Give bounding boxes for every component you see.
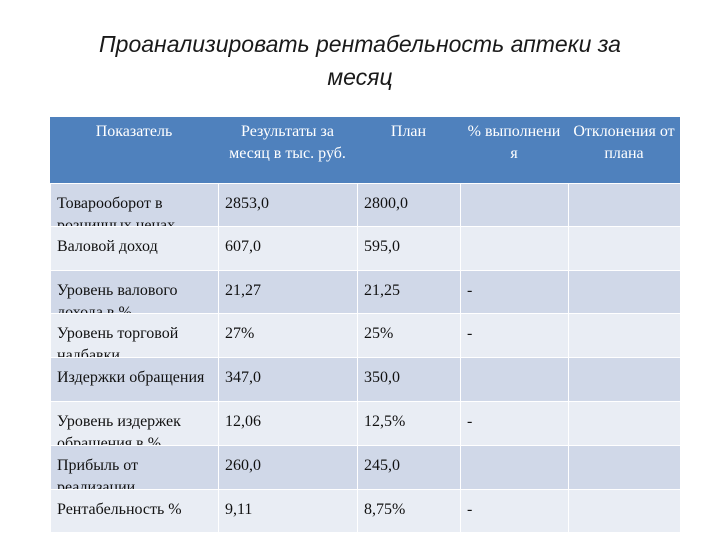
table-cell: Издержки обращения [50,357,218,401]
table-cell: Уровень валового дохода в % [50,270,218,321]
table-cell: Валовой доход [50,226,218,270]
table-cell: 25% [357,313,460,357]
table-cell: 595,0 [357,226,460,270]
header-cell: % выполнени я [460,117,568,183]
table-cell [568,183,680,226]
table-cell: Товарооборот в розничных ценах [50,183,218,234]
table-cell: 2800,0 [357,183,460,226]
table-cell: Прибыль от реализации [50,445,218,496]
table-cell: - [460,489,568,532]
table-cell [568,445,680,489]
table-cell [460,183,568,226]
table-cell: - [460,270,568,313]
table-cell: 12,06 [218,401,357,445]
table-cell: 260,0 [218,445,357,489]
header-cell: Показатель [50,117,218,183]
table-cell: - [460,313,568,357]
table-cell: 8,75% [357,489,460,532]
table-cell [568,489,680,532]
header-cell: Отклонения от плана [568,117,680,183]
table-cell: 245,0 [357,445,460,489]
slide-title: Проанализировать рентабельность аптеки з… [99,31,621,90]
table-cell: - [460,401,568,445]
table-cell: Рентабельность % [50,489,218,532]
table-cell [568,401,680,445]
table-cell [460,445,568,489]
table-cell [568,270,680,313]
header-cell: План [357,117,460,183]
table-cell: 27% [218,313,357,357]
table-cell [460,357,568,401]
table-cell: 350,0 [357,357,460,401]
table-cell: 607,0 [218,226,357,270]
table-cell [460,226,568,270]
table-cell: Уровень издержек обращения в % [50,401,218,452]
table-cell: Уровень торговой надбавки [50,313,218,364]
table-cell [568,313,680,357]
table-cell [568,226,680,270]
table-cell: 21,27 [218,270,357,313]
table-cell: 9,11 [218,489,357,532]
table-cell: 21,25 [357,270,460,313]
table-cell: 347,0 [218,357,357,401]
table-cell: 12,5% [357,401,460,445]
table-cell: 2853,0 [218,183,357,226]
header-cell: Результаты за месяц в тыс. руб. [218,117,357,183]
table-cell [568,357,680,401]
